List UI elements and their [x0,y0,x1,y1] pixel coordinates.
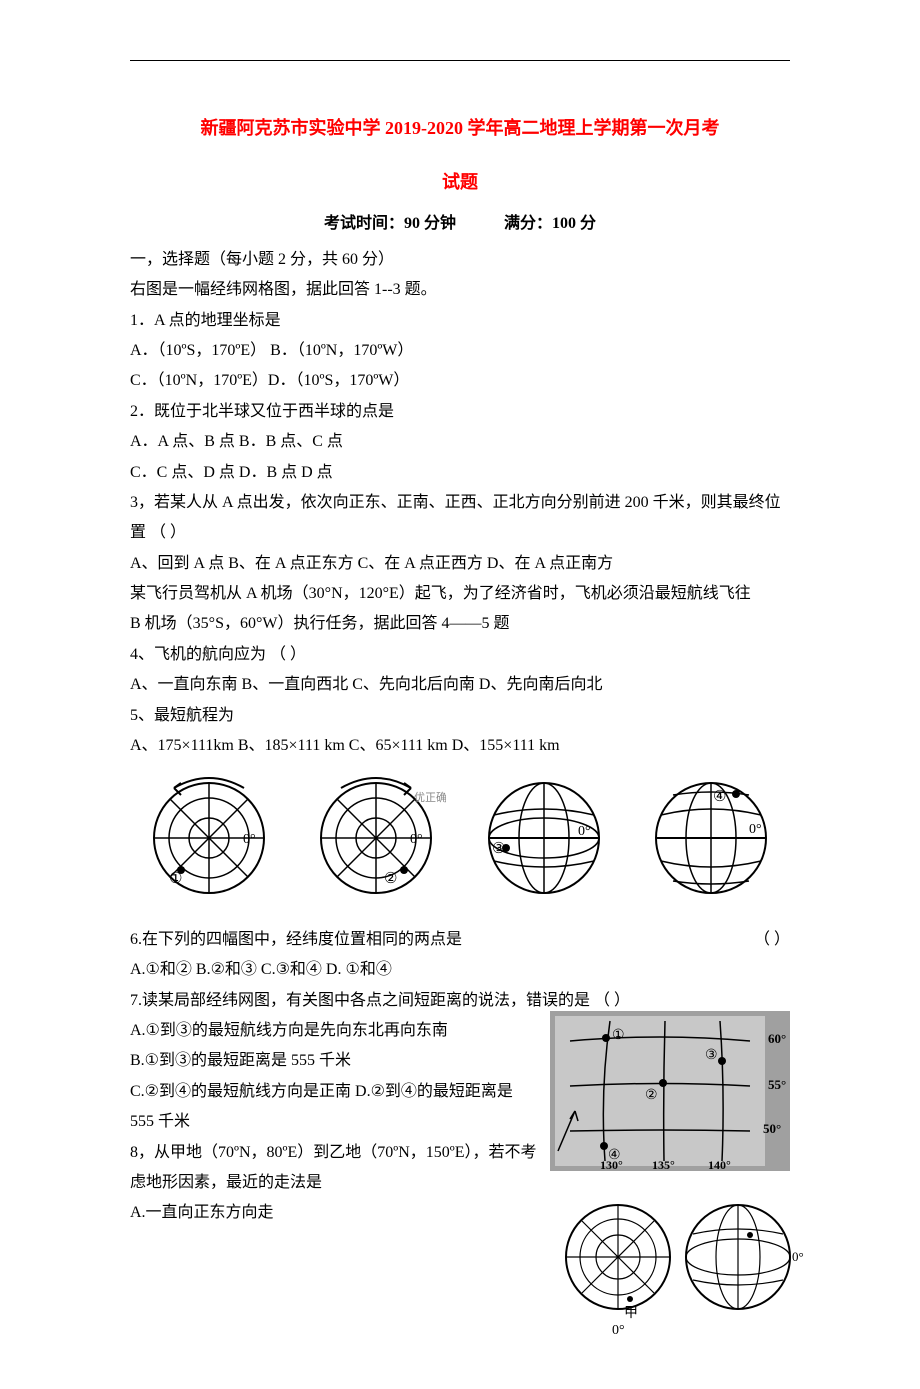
globe-diagrams: 0° ① 0° ② 优正确云 [130,773,790,914]
q6-text: 6.在下列的四幅图中，经纬度位置相同的两点是 [130,925,462,955]
q4-intro-2: B 机场（35°S，60°W）执行任务，据此回答 4——5 题 [130,609,790,639]
svg-text:①: ① [169,871,182,887]
svg-text:0°: 0° [578,824,591,839]
q1-options-cd: C．（10ºN，170ºE）D．（10ºS，170ºW） [130,366,790,396]
svg-text:0°: 0° [749,822,762,837]
svg-text:④: ④ [713,789,726,805]
exam-subtitle: 试题 [130,165,790,199]
q1-text: 1．A 点的地理坐标是 [130,306,790,336]
q4-options: A、一直向东南 B、一直向西北 C、先向北后向南 D、先向南后向北 [130,670,790,700]
svg-text:优正确云: 优正确云 [414,791,446,804]
globe-2: 0° ② 优正确云 [298,773,456,914]
svg-text:60°: 60° [768,1031,786,1046]
svg-text:②: ② [384,871,397,887]
svg-text:0°: 0° [243,832,256,847]
q2-text: 2．既位于北半球又位于西半球的点是 [130,397,790,427]
header-line [130,60,790,61]
svg-text:0°: 0° [410,832,423,847]
q2-options-cd: C．C 点、D 点 D．B 点 D 点 [130,458,790,488]
svg-text:130°: 130° [600,1158,623,1171]
exam-content: 一，选择题（每小题 2 分，共 60 分） 右图是一幅经纬网格图，据此回答 1-… [130,245,790,1369]
exam-title: 新疆阿克苏市实验中学 2019-2020 学年高二地理上学期第一次月考 [130,111,790,145]
q1-options-ab: A．（10ºS，170ºE） B．（10ºN，170ºW） [130,336,790,366]
section-header: 一，选择题（每小题 2 分，共 60 分） [130,245,790,275]
exam-score: 满分：100 分 [504,215,596,232]
q5-text: 5、最短航程为 [130,701,790,731]
q2-options-ab: A．A 点、B 点 B．B 点、C 点 [130,427,790,457]
q6-paren: （ ） [754,925,790,955]
exam-time: 考试时间：90 分钟 [324,215,456,232]
svg-text:③: ③ [705,1048,718,1063]
q6-options: A.①和② B.②和③ C.③和④ D. ①和④ [130,955,790,985]
globe-4: ④ 0° [633,773,791,914]
exam-info: 考试时间：90 分钟 满分：100 分 [130,209,790,239]
globe-1: 0° ① [130,773,288,914]
q3-options: A、回到 A 点 B、在 A 点正东方 C、在 A 点正西方 D、在 A 点正南… [130,549,790,579]
svg-text:140°: 140° [708,1158,731,1171]
q3-text: 3，若某人从 A 点出发，依次向正东、正南、正西、正北方向分别前进 200 千米… [130,488,790,549]
svg-text:55°: 55° [768,1077,786,1092]
q4-text: 4、飞机的航向应为 （ ） [130,640,790,670]
svg-text:①: ① [612,1028,625,1043]
svg-text:甲: 甲 [624,1306,638,1321]
svg-text:0°: 0° [792,1249,804,1264]
globe-3: ③ 0° [465,773,623,914]
svg-text:②: ② [645,1088,658,1103]
q4-intro-1: 某飞行员驾机从 A 机场（30°N，120°E）起飞，为了经济省时，飞机必须沿最… [130,579,790,609]
bottom-globe-diagram: 甲 0° 0° [530,1199,810,1339]
grid-diagram: ① ③ ② ④ 60° 55° 50° 130° 135° 140° [550,1011,790,1182]
svg-text:50°: 50° [763,1121,781,1136]
svg-text:③: ③ [492,841,505,857]
q1-intro: 右图是一幅经纬网格图，据此回答 1--3 题。 [130,275,790,305]
q5-options: A、175×111km B、185×111 km C、65×111 km D、1… [130,731,790,761]
svg-text:135°: 135° [652,1158,675,1171]
svg-text:0°: 0° [612,1323,625,1338]
